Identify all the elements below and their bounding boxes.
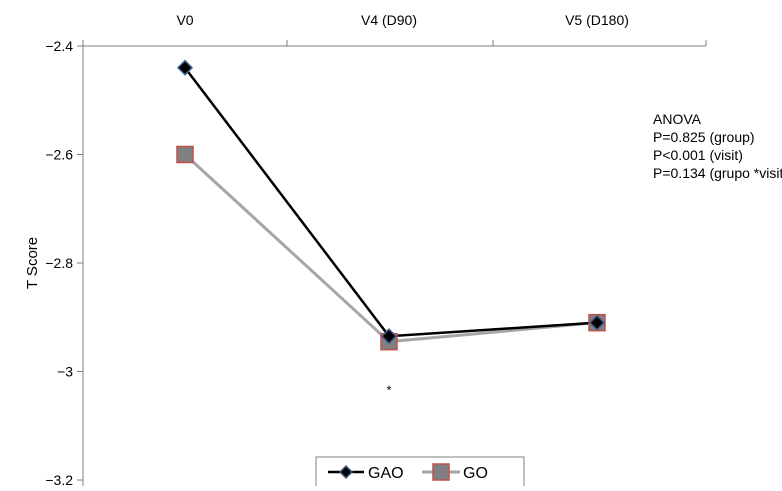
data-point-gao xyxy=(380,328,398,345)
y-tick-label: −2.8 xyxy=(45,255,73,271)
y-tick-label: −3 xyxy=(57,364,73,380)
x-tick-label: V5 (D180) xyxy=(565,12,629,28)
y-axis-label: T Score xyxy=(24,237,41,289)
series-line-gao xyxy=(184,66,598,338)
marks-layer: * xyxy=(176,59,606,397)
data-point-gao xyxy=(176,59,194,76)
data-point-go xyxy=(176,145,194,164)
x-tick-label: V4 (D90) xyxy=(361,12,417,28)
legend-marker-gao xyxy=(338,464,354,480)
y-tick-label: −2.4 xyxy=(45,38,73,54)
stats-box: ANOVA P=0.825 (group) P<0.001 (visit) P=… xyxy=(653,111,782,181)
legend-label-go: GO xyxy=(463,465,488,482)
stats-title: ANOVA xyxy=(653,111,702,127)
y-tick-label: −3.2 xyxy=(45,472,73,486)
stats-line-interaction: P=0.134 (grupo *visit) xyxy=(653,165,782,181)
legend-marker-go xyxy=(432,463,450,481)
series-line-go xyxy=(183,153,598,344)
legend: GAO GO xyxy=(315,456,525,490)
series-layer xyxy=(183,66,598,344)
stats-line-group: P=0.825 (group) xyxy=(653,129,755,145)
axes-layer: −2.4 −2.6 −2.8 −3 −3.2 V0 V4 (D90) V5 (D180) T S… xyxy=(24,12,707,488)
significance-asterisk: * xyxy=(386,382,391,397)
legend-label-gao: GAO xyxy=(368,465,404,482)
y-tick-label: −2.6 xyxy=(45,147,73,163)
x-tick-label: V0 xyxy=(176,12,193,28)
stats-line-visit: P<0.001 (visit) xyxy=(653,147,743,163)
data-point-gao xyxy=(588,314,606,331)
